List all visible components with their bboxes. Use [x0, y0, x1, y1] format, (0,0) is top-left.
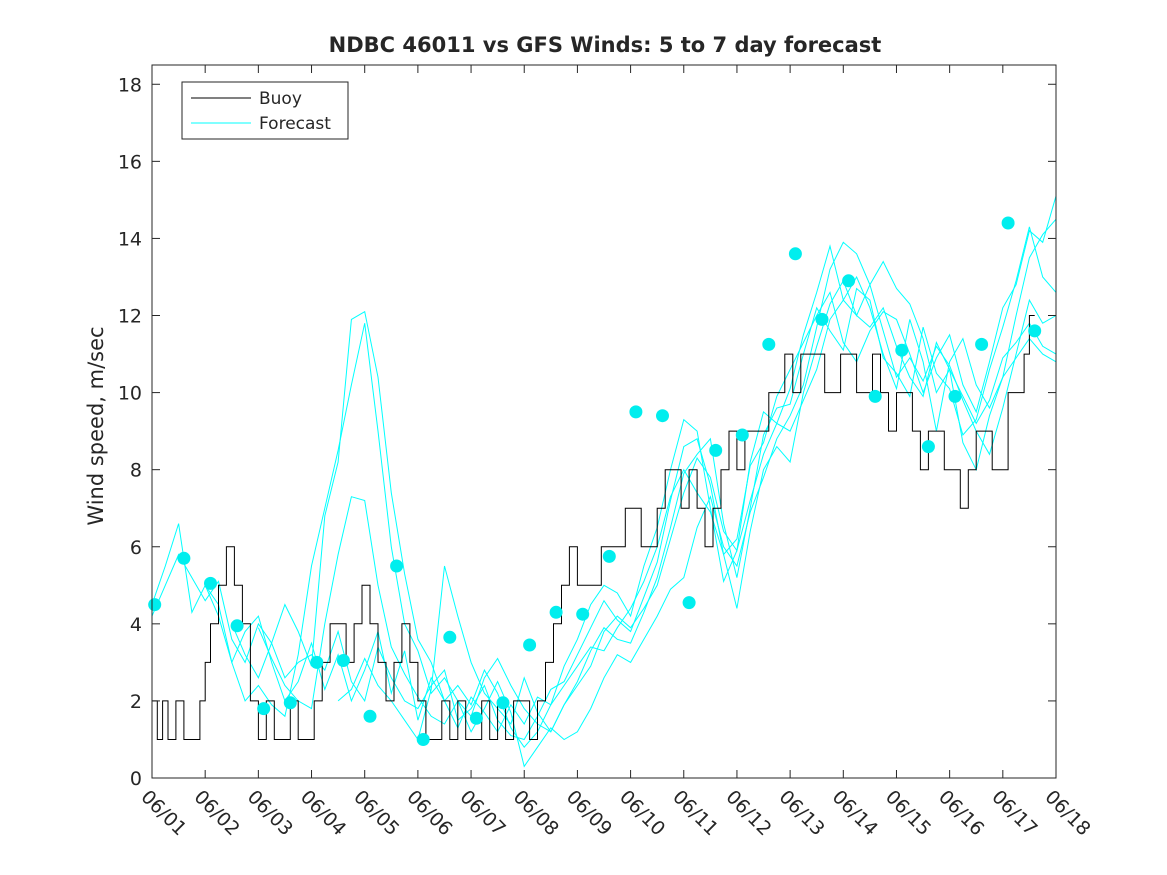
forecast-marker — [363, 709, 377, 723]
forecast-marker — [709, 443, 723, 457]
forecast-marker — [469, 711, 483, 725]
forecast-marker — [310, 655, 324, 669]
forecast-marker — [921, 440, 935, 454]
forecast-marker — [336, 654, 350, 667]
forecast-marker — [523, 638, 537, 652]
y-tick-label: 4 — [130, 614, 142, 636]
plot-area — [152, 65, 1056, 778]
forecast-marker — [204, 576, 217, 590]
forecast-marker — [948, 389, 962, 403]
forecast-marker — [443, 630, 457, 644]
forecast-marker — [230, 619, 244, 633]
legend: Buoy Forecast — [181, 81, 349, 140]
forecast-marker — [842, 274, 856, 288]
forecast-marker — [257, 702, 271, 716]
forecast-line-2 — [151, 279, 1057, 741]
forecast-marker — [815, 312, 829, 326]
y-axis-label: Wind speed, m/sec — [84, 326, 108, 525]
forecast-marker — [602, 549, 616, 563]
legend-label-buoy: Buoy — [259, 89, 302, 109]
forecast-marker — [148, 598, 162, 612]
forecast-marker — [735, 428, 749, 442]
forecast-marker — [895, 343, 909, 357]
chart-title: NDBC 46011 vs GFS Winds: 5 to 7 day fore… — [329, 33, 882, 57]
forecast-marker — [682, 596, 696, 610]
y-tick-label: 12 — [118, 306, 142, 328]
forecast-marker — [283, 696, 297, 710]
forecast-marker — [549, 605, 563, 619]
buoy-line — [152, 315, 1035, 740]
forecast-marker — [496, 696, 510, 710]
legend-box — [181, 81, 349, 140]
forecast-marker — [762, 337, 776, 351]
forecast-line-6 — [337, 299, 1057, 741]
y-tick-label: 14 — [118, 228, 142, 250]
forecast-marker — [177, 551, 191, 565]
forecast-marker — [416, 733, 430, 746]
plot-frame — [151, 64, 1057, 779]
forecast-line-5 — [257, 241, 1057, 768]
forecast-line-3 — [204, 226, 1057, 733]
forecast-marker — [788, 247, 802, 261]
forecast-marker — [975, 337, 989, 351]
y-tick-label: 8 — [130, 460, 142, 482]
y-tick-label: 0 — [130, 768, 142, 790]
forecast-marker — [390, 559, 404, 573]
y-tick-label: 18 — [118, 74, 142, 96]
forecast-line-4 — [231, 195, 1057, 749]
forecast-marker — [656, 409, 669, 423]
forecast-marker — [629, 405, 643, 419]
y-tick-label: 2 — [130, 691, 142, 713]
legend-label-forecast: Forecast — [259, 114, 331, 134]
forecast-marker — [1028, 324, 1042, 338]
y-tick-label: 6 — [130, 537, 142, 559]
data-layer — [148, 195, 1057, 768]
forecast-marker — [868, 389, 882, 403]
y-tick-label: 10 — [118, 383, 142, 405]
forecast-marker — [1001, 216, 1015, 230]
forecast-marker — [576, 607, 590, 621]
y-tick-label: 16 — [118, 151, 142, 173]
